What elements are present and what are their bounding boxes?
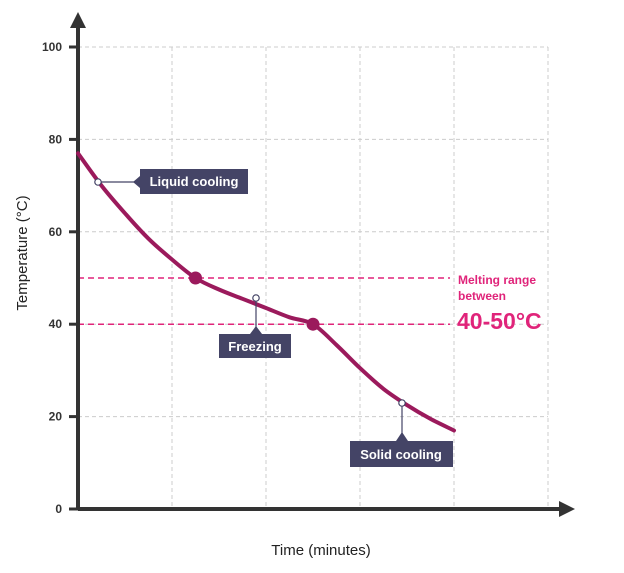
callout-solid-label: Solid cooling bbox=[360, 447, 442, 462]
series-line bbox=[76, 151, 456, 433]
y-tick-label: 20 bbox=[49, 410, 63, 424]
y-tick-label: 80 bbox=[49, 132, 63, 146]
callout-liquid-box bbox=[140, 169, 248, 194]
callout-freezing-pointer bbox=[250, 326, 262, 334]
callout-liquid-marker bbox=[94, 178, 102, 186]
callout-freezing-marker bbox=[252, 294, 260, 302]
melting-note-line2: between bbox=[458, 289, 506, 303]
callout-solid-box bbox=[350, 441, 453, 467]
melting-range-value: 40-50°C bbox=[457, 308, 542, 334]
y-tick-label: 100 bbox=[42, 40, 62, 54]
x-axis-label: Time (minutes) bbox=[271, 542, 370, 559]
y-ticks: 0 20 40 60 80 100 bbox=[42, 40, 78, 516]
transition-point bbox=[306, 317, 320, 331]
y-axis-arrow bbox=[70, 12, 86, 28]
y-axis-label: Temperature (°C) bbox=[14, 195, 31, 310]
callout-freezing-label: Freezing bbox=[228, 339, 282, 354]
reference-lines bbox=[78, 277, 450, 325]
melting-note-line1: Melting range bbox=[458, 273, 536, 287]
x-axis-arrow bbox=[559, 501, 575, 517]
y-tick-label: 0 bbox=[55, 502, 62, 516]
callout-liquid-pointer bbox=[133, 176, 140, 188]
y-tick-label: 60 bbox=[49, 225, 63, 239]
callout-solid-marker bbox=[398, 399, 406, 407]
callout-freezing-box bbox=[219, 334, 291, 358]
callout-liquid-label: Liquid cooling bbox=[150, 174, 239, 189]
callout-solid-pointer bbox=[396, 432, 408, 441]
axes bbox=[70, 12, 575, 517]
transition-point bbox=[189, 271, 202, 285]
y-tick-label: 40 bbox=[49, 317, 63, 331]
callout-freezing: Freezing bbox=[219, 294, 291, 358]
callout-solid: Solid cooling bbox=[350, 399, 453, 467]
callout-liquid: Liquid cooling bbox=[94, 169, 248, 194]
points bbox=[189, 271, 320, 331]
melting-range-note: Melting range between 40-50°C bbox=[457, 273, 542, 334]
